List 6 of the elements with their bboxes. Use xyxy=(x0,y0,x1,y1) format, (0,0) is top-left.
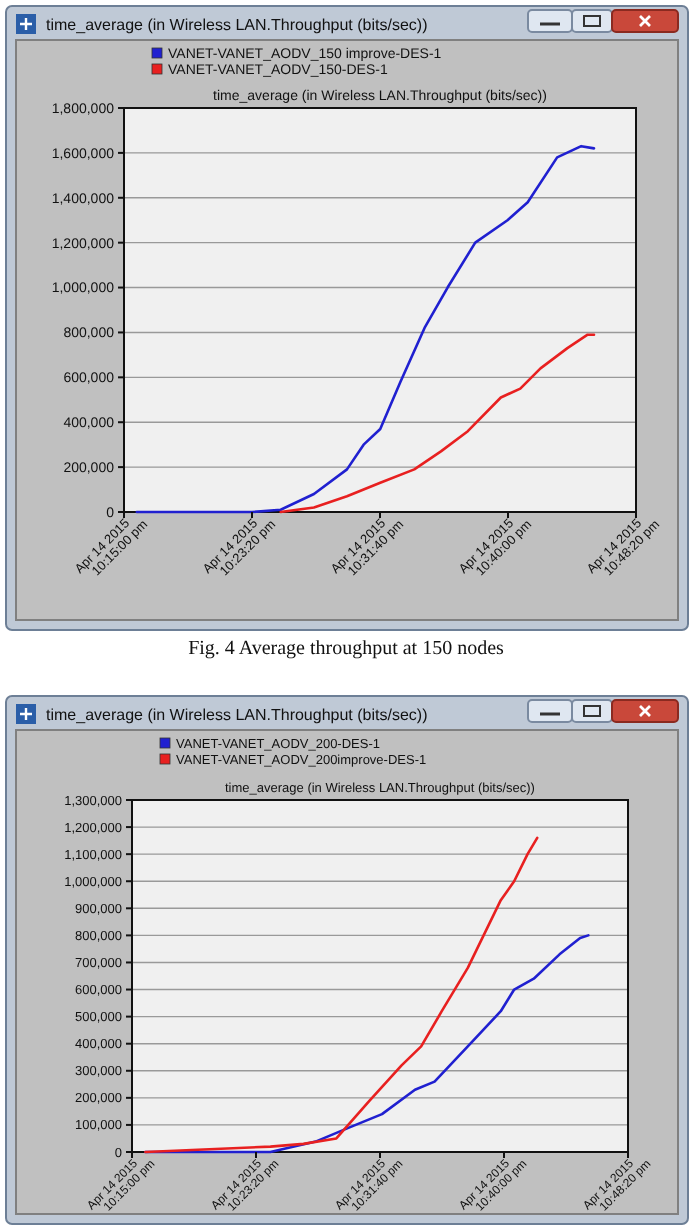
line-series xyxy=(144,836,539,1154)
text: time_average (in Wireless LAN.Throughput (bits/sec)) xyxy=(46,16,429,34)
line-series xyxy=(279,333,596,514)
text: time_average (in Wireless LAN.Throughput (bits/sec)) xyxy=(46,706,429,724)
line-series xyxy=(135,144,596,514)
caption: Fig. 4 Average throughput at 150 nodes xyxy=(188,638,505,660)
